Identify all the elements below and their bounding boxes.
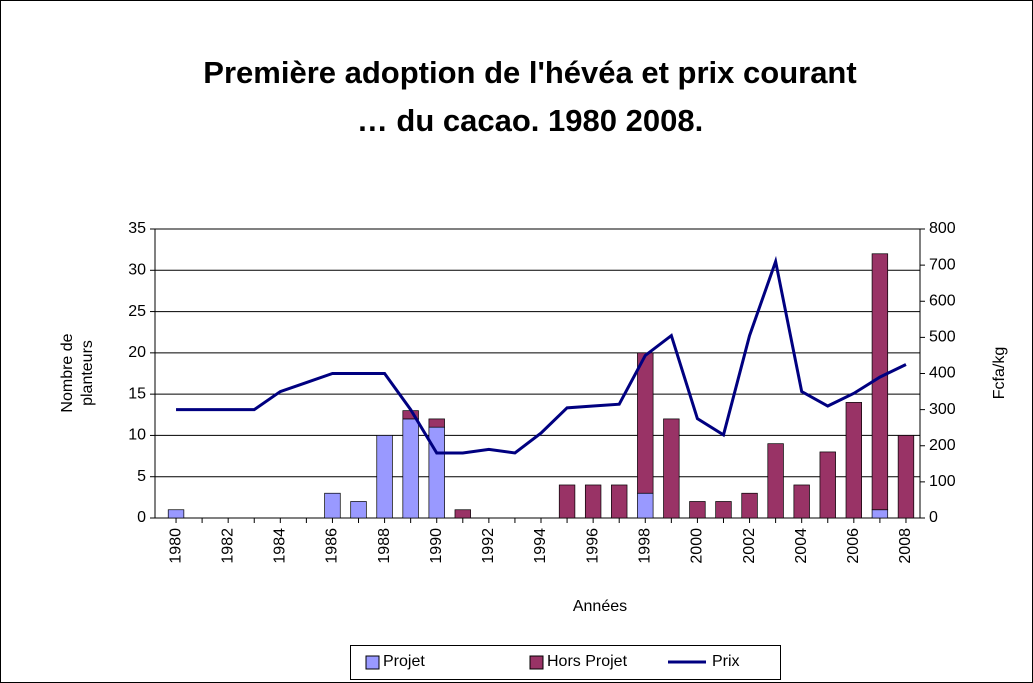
bar xyxy=(819,451,836,519)
bar xyxy=(350,501,367,519)
bar xyxy=(897,435,915,519)
y2-tick-label: 100 xyxy=(929,473,956,490)
x-tick-label: 1988 xyxy=(376,528,393,564)
x-tick-label: 1982 xyxy=(219,528,236,564)
line xyxy=(176,255,907,455)
x-tick-label: 2006 xyxy=(845,528,862,564)
y-axis-title: Nombre de xyxy=(59,333,76,412)
y2-tick-label: 500 xyxy=(929,329,956,346)
y-tick-label: 15 xyxy=(128,385,146,402)
bar xyxy=(663,418,680,519)
bar xyxy=(793,484,810,519)
y-tick-label: 5 xyxy=(137,468,146,485)
legend-label: Hors Projet xyxy=(547,653,628,670)
x-tick-label: 1986 xyxy=(324,528,341,564)
bar xyxy=(715,501,732,519)
x-axis-title: Années xyxy=(573,598,627,615)
bar xyxy=(637,352,654,494)
y-tick-label: 35 xyxy=(128,220,146,237)
x-tick-label: 1980 xyxy=(167,528,184,564)
chart-title: Première adoption de l'hévéa et prix cou… xyxy=(203,55,856,90)
y2-tick-label: 300 xyxy=(929,401,956,418)
y2-tick-label: 200 xyxy=(929,437,956,454)
y-axis-title: planteurs xyxy=(79,340,96,406)
y-tick-label: 20 xyxy=(128,344,146,361)
y-tick-label: 30 xyxy=(128,262,146,279)
x-tick-label: 2000 xyxy=(689,528,706,564)
legend-label: Prix xyxy=(712,653,740,670)
bar xyxy=(402,418,419,519)
y2-tick-label: 700 xyxy=(929,256,956,273)
bar xyxy=(845,402,862,519)
y2-axis-title: Fcfa/kg xyxy=(991,347,1008,399)
y-tick-label: 25 xyxy=(128,303,146,320)
legend-box xyxy=(350,645,781,680)
legend-swatch xyxy=(529,655,544,670)
x-tick-label: 1998 xyxy=(636,528,653,564)
x-tick-label: 2002 xyxy=(741,528,758,564)
bar xyxy=(584,484,602,519)
y-tick-label: 0 xyxy=(137,509,146,526)
bar xyxy=(167,509,185,519)
bar xyxy=(741,492,758,519)
x-tick-label: 2008 xyxy=(897,528,914,564)
y2-tick-label: 600 xyxy=(929,292,956,309)
bar xyxy=(428,426,445,519)
bar xyxy=(689,501,706,519)
x-tick-label: 1984 xyxy=(272,528,289,564)
bar xyxy=(611,484,628,519)
y-tick-label: 10 xyxy=(128,427,146,444)
legend-label: Projet xyxy=(383,653,425,670)
bar xyxy=(871,509,889,519)
y2-tick-label: 0 xyxy=(929,509,938,526)
x-tick-label: 1994 xyxy=(532,528,549,564)
y2-tick-label: 800 xyxy=(929,220,956,237)
bar xyxy=(637,492,654,519)
legend-swatch xyxy=(365,655,380,670)
bar xyxy=(376,435,393,519)
x-tick-label: 2004 xyxy=(793,528,810,564)
y2-tick-label: 400 xyxy=(929,365,956,382)
x-tick-label: 1992 xyxy=(480,528,497,564)
x-tick-label: 1990 xyxy=(428,528,445,564)
bar xyxy=(767,443,784,519)
bar xyxy=(454,509,471,519)
bar xyxy=(558,484,576,519)
bar xyxy=(428,418,445,428)
x-tick-label: 1996 xyxy=(584,528,601,564)
chart-title: … du cacao. 1980 2008. xyxy=(357,103,703,138)
bar xyxy=(324,492,341,519)
